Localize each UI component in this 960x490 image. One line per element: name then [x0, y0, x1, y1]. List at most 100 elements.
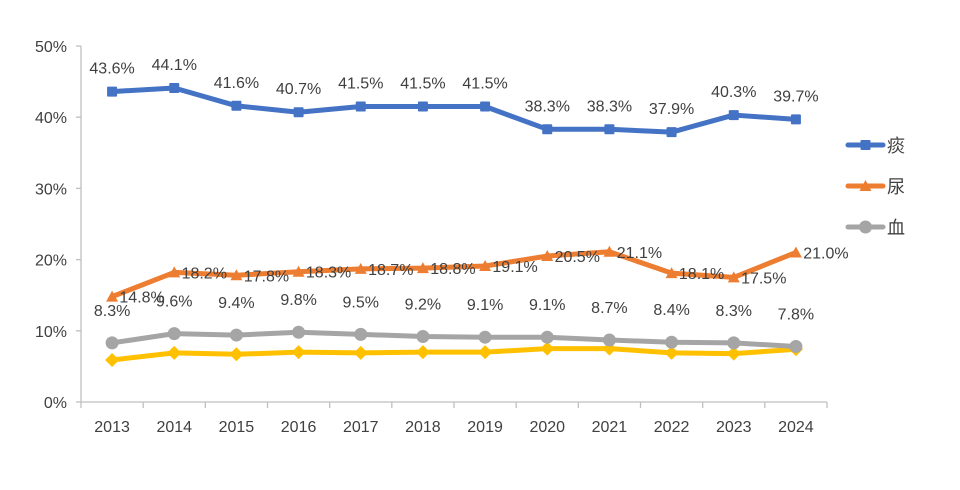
data-point-marker: [292, 325, 306, 339]
data-point-marker: [728, 110, 739, 121]
data-label: 38.3%: [587, 98, 632, 115]
x-tick-label: 2018: [405, 419, 441, 436]
legend-label: 尿: [887, 177, 905, 198]
data-point-marker: [106, 290, 119, 302]
data-label: 41.5%: [462, 76, 507, 93]
data-point-marker: [478, 330, 492, 344]
data-point-marker: [478, 345, 493, 360]
x-tick-label: 2022: [654, 419, 690, 436]
series-line: [109, 249, 799, 300]
legend-marker: [860, 140, 871, 150]
data-label: 7.8%: [778, 306, 814, 323]
x-tick-label: 2013: [94, 419, 130, 436]
data-label: 38.3%: [525, 98, 570, 115]
y-tick-label: 50%: [35, 39, 67, 56]
series-0: [107, 83, 801, 138]
y-tick-label: 30%: [35, 181, 67, 198]
data-label: 37.9%: [649, 101, 694, 118]
x-tick-label: 2015: [219, 419, 255, 436]
data-point-marker: [167, 327, 181, 341]
data-labels: 43.6% 44.1% 41.6% 40.7% 41.5% 41.5% 41.5% 38.3%…: [89, 57, 848, 323]
data-point-marker: [726, 346, 741, 361]
y-tick-label: 0%: [44, 395, 67, 412]
data-point-marker: [293, 107, 304, 118]
data-label: 9.4%: [218, 295, 254, 312]
data-point-marker: [541, 250, 554, 262]
x-tick-label: 2023: [716, 419, 752, 436]
data-label: 41.5%: [400, 76, 445, 93]
data-point-marker: [353, 345, 368, 360]
data-label: 40.3%: [711, 84, 756, 101]
data-label: 20.5%: [555, 249, 600, 266]
data-point-marker: [664, 345, 679, 360]
data-label: 18.2%: [182, 265, 227, 282]
data-point-marker: [789, 339, 803, 353]
y-tick-label: 10%: [35, 324, 67, 341]
legend-label: 血: [887, 218, 905, 239]
legend-marker: [859, 180, 872, 191]
data-point-marker: [292, 265, 305, 277]
series-2: [105, 325, 803, 353]
x-tick-label: 2024: [778, 419, 814, 436]
data-label: 41.5%: [338, 76, 383, 93]
x-tick-label: 2017: [343, 419, 379, 436]
data-label: 8.3%: [716, 303, 752, 320]
axes: 0% 10% 20% 30% 40% 50% 2013 2014 2015 2016 2017 201…: [35, 39, 828, 436]
series-1: [106, 245, 802, 302]
data-label: 9.8%: [280, 292, 316, 309]
data-point-marker: [169, 83, 180, 94]
data-point-marker: [415, 345, 430, 360]
data-point-marker: [355, 101, 366, 112]
data-label: 8.4%: [653, 302, 689, 319]
data-point-marker: [354, 262, 367, 274]
legend-label: 痰: [887, 136, 905, 157]
data-label: 8.3%: [94, 303, 130, 320]
series-line: [109, 346, 799, 363]
data-point-marker: [291, 345, 306, 360]
data-point-marker: [790, 114, 801, 125]
data-point-marker: [479, 260, 492, 272]
data-label: 21.1%: [617, 245, 662, 262]
y-tick-label: 20%: [35, 253, 67, 270]
data-point-marker: [480, 101, 491, 112]
data-point-marker: [229, 347, 244, 362]
data-point-marker: [230, 269, 243, 281]
legend-marker: [859, 220, 872, 234]
data-point-marker: [666, 127, 677, 138]
data-point-marker: [354, 327, 368, 341]
series-3: [105, 341, 803, 367]
y-tick-label: 40%: [35, 110, 67, 127]
data-label: 18.7%: [368, 262, 413, 279]
data-label: 39.7%: [773, 88, 818, 105]
data-label: 44.1%: [152, 57, 197, 74]
data-label: 17.5%: [741, 270, 786, 287]
data-label: 41.6%: [214, 75, 259, 92]
x-tick-label: 2020: [529, 419, 565, 436]
data-label: 21.0%: [803, 245, 848, 262]
series-line: [109, 329, 799, 349]
data-label: 14.8%: [119, 290, 164, 307]
legend: 痰尿血: [845, 136, 905, 239]
data-label: 18.8%: [430, 261, 475, 278]
series-line: [109, 85, 799, 135]
data-label: 18.1%: [679, 266, 724, 283]
data-point-marker: [665, 335, 679, 349]
data-point-marker: [789, 246, 802, 258]
legend-item: 血: [845, 218, 905, 239]
legend-item: 尿: [845, 177, 905, 198]
data-label: 9.1%: [529, 297, 565, 314]
data-label: 18.3%: [306, 265, 351, 282]
data-point-marker: [603, 245, 616, 257]
data-point-marker: [540, 330, 554, 344]
x-tick-label: 2019: [467, 419, 503, 436]
data-point-marker: [540, 341, 555, 356]
data-point-marker: [167, 345, 182, 360]
data-label: 19.1%: [492, 259, 537, 276]
data-label: 9.6%: [156, 294, 192, 311]
data-label: 17.8%: [244, 268, 289, 285]
data-label: 9.5%: [343, 294, 379, 311]
data-label: 9.1%: [467, 297, 503, 314]
x-tick-label: 2016: [281, 419, 317, 436]
data-label: 8.7%: [591, 300, 627, 317]
